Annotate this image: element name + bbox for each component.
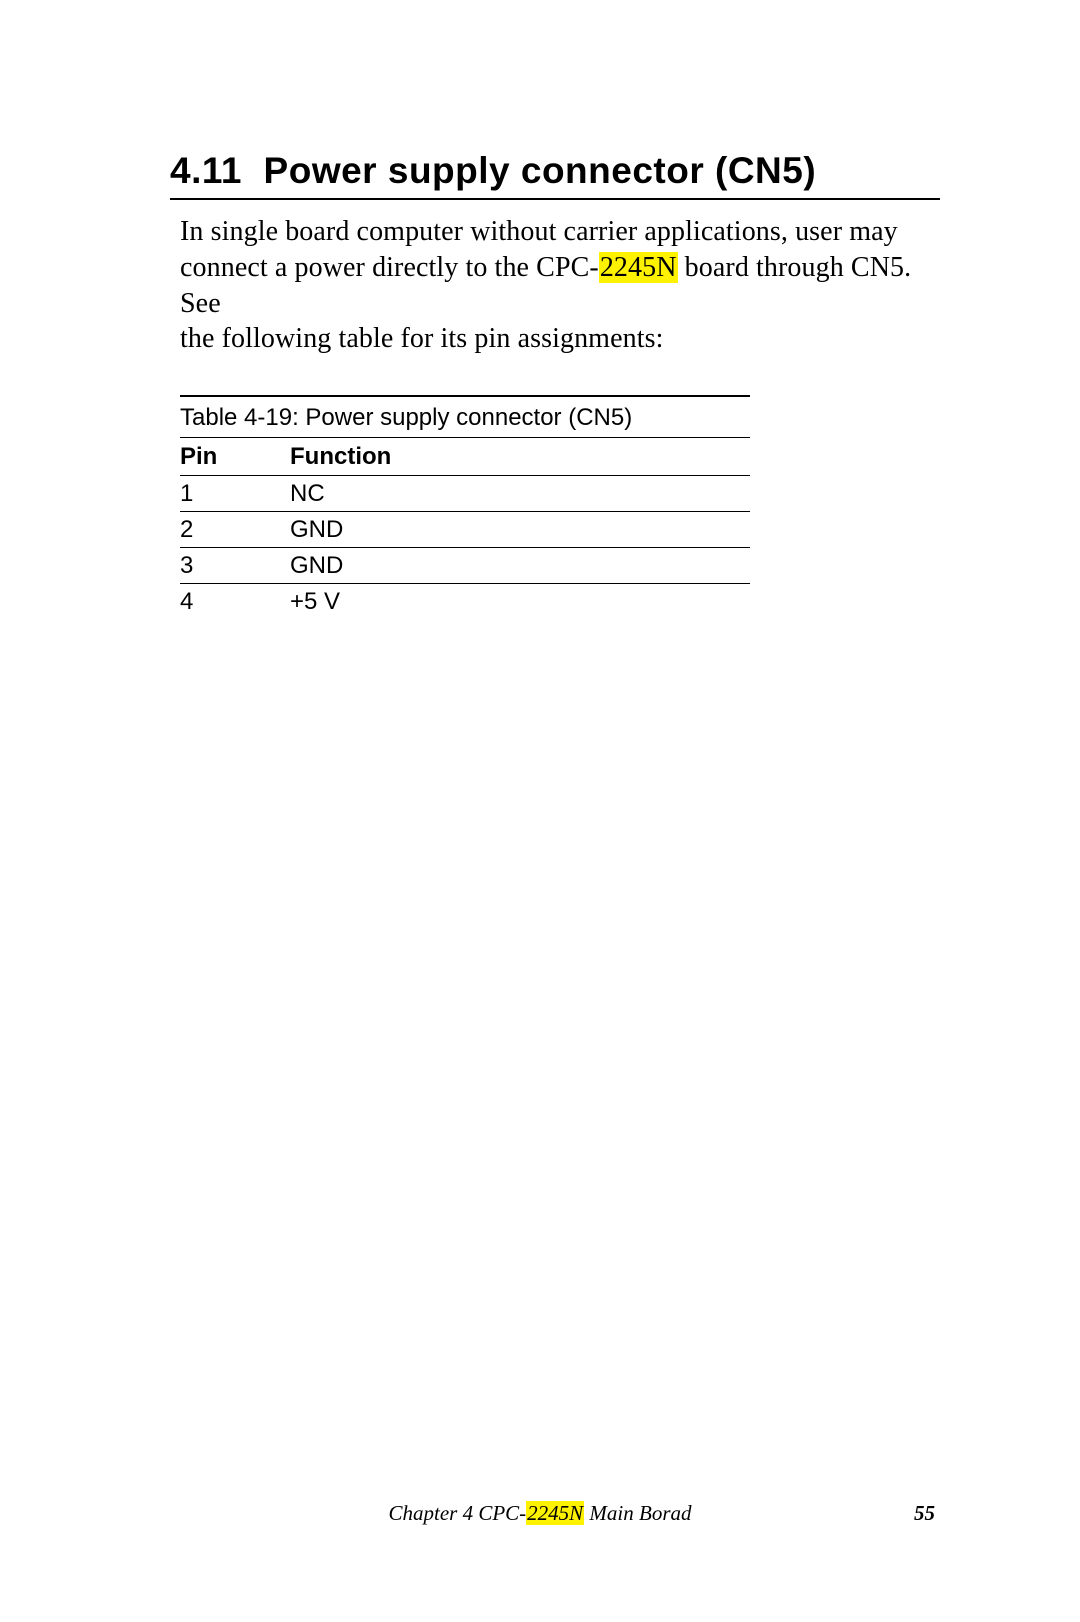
section-title: Power supply connector (CN5) [264,150,817,191]
footer-text-b: Main Borad [584,1501,691,1525]
intro-paragraph: In single board computer without carrier… [180,214,940,357]
heading-rule [170,198,940,200]
table-row: 3 GND [180,548,750,584]
highlight-model: 2245N [599,252,678,283]
section-heading: 4.11 Power supply connector (CN5) [170,150,940,192]
footer-highlight: 2245N [526,1501,584,1525]
para-line1: In single board computer without carrier… [180,216,898,247]
cell-pin: 3 [180,548,290,584]
cell-pin: 2 [180,512,290,548]
cell-function: +5 V [290,584,750,620]
para-line3: the following table for its pin assignme… [180,323,663,354]
cell-function: NC [290,476,750,512]
cell-function: GND [290,548,750,584]
table-header-row: Pin Function [180,438,750,476]
page-footer: Chapter 4 CPC-2245N Main Borad 55 [0,1501,1080,1526]
col-header-pin: Pin [180,438,290,476]
table-caption: Table 4-19: Power supply connector (CN5) [180,397,750,437]
para-line2a: connect a power directly to the CPC- [180,252,599,283]
cell-pin: 1 [180,476,290,512]
pin-table: Pin Function 1 NC 2 GND 3 GND 4 [180,438,750,619]
page-number: 55 [914,1501,935,1526]
cell-pin: 4 [180,584,290,620]
footer-text-a: Chapter 4 CPC- [388,1501,526,1525]
section-number: 4.11 [170,150,242,191]
cell-function: GND [290,512,750,548]
document-page: 4.11 Power supply connector (CN5) In sin… [0,0,1080,1622]
table-row: 4 +5 V [180,584,750,620]
pin-table-block: Table 4-19: Power supply connector (CN5)… [180,395,750,619]
table-row: 2 GND [180,512,750,548]
table-row: 1 NC [180,476,750,512]
col-header-function: Function [290,438,750,476]
